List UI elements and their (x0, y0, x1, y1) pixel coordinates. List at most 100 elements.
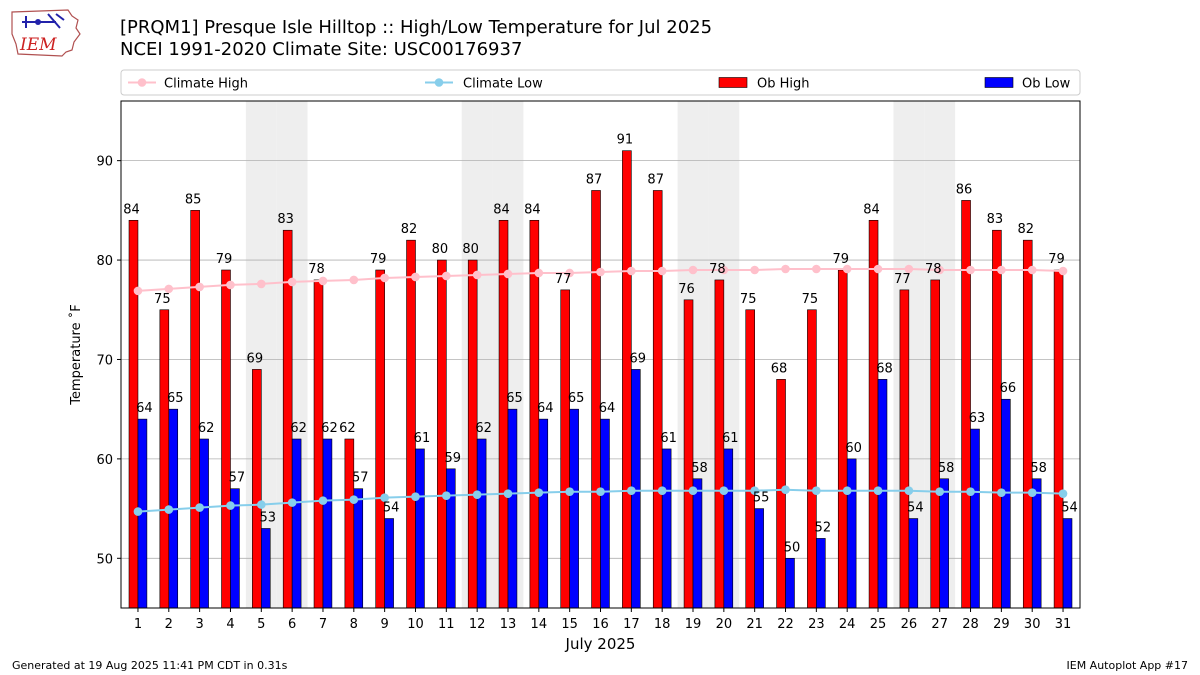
ob-low-bar (785, 557, 795, 609)
climate-low-point (997, 488, 1006, 497)
ob-low-label: 62 (290, 421, 307, 436)
ob-high-label: 85 (185, 192, 202, 207)
climate-low-point (966, 487, 975, 496)
legend-ob-high-swatch (718, 77, 748, 88)
ob-low-bar (908, 518, 919, 609)
ob-high-bar (252, 369, 262, 609)
climate-high-point (935, 265, 944, 275)
ob-low-label: 63 (969, 411, 986, 426)
ob-low-label: 54 (383, 501, 400, 516)
climate-low-point (164, 505, 174, 514)
footer-generated: Generated at 19 Aug 2025 11:41 PM CDT in… (12, 659, 288, 672)
climate-low-point (565, 487, 574, 496)
climate-low-point (812, 486, 821, 495)
chart-title: [PRQM1] Presque Isle Hilltop :: High/Low… (120, 17, 712, 61)
climate-high-point (781, 264, 790, 274)
x-tick-label: 17 (623, 617, 640, 632)
ob-high-label: 78 (709, 262, 726, 277)
ob-high-bar (375, 269, 385, 609)
ob-high-label: 83 (277, 212, 294, 227)
ob-low-label: 64 (599, 401, 616, 416)
ob-low-bar (476, 438, 487, 609)
climate-high-point (503, 269, 513, 279)
x-tick-label: 5 (257, 617, 265, 632)
ob-high-bar (282, 229, 293, 609)
climate-low-point (380, 493, 389, 502)
ob-high-bar (961, 200, 971, 609)
ob-high-bar (1022, 239, 1033, 609)
ob-low-bar (661, 448, 672, 609)
climate-high-point (534, 268, 544, 278)
ob-high-bar (344, 438, 355, 609)
climate-low-point (873, 486, 883, 495)
climate-low-point (1027, 488, 1037, 497)
ob-high-bar (868, 219, 879, 609)
ob-high-label: 79 (216, 252, 233, 267)
x-tick-label: 20 (716, 617, 733, 632)
y-axis-label: Temperature ˚F (68, 304, 84, 405)
ob-high-bar (683, 299, 694, 609)
x-tick-label: 1 (134, 617, 142, 632)
climate-high-point (133, 286, 143, 296)
ob-high-label: 87 (647, 172, 664, 187)
ob-low-bar (507, 408, 518, 609)
climate-high-point (472, 270, 482, 280)
climate-high-point (997, 265, 1006, 275)
ob-high-bar (591, 190, 601, 609)
climate-high-point (966, 265, 975, 275)
legend-climate-low-label: Climate Low (463, 77, 543, 92)
ob-low-label: 64 (136, 401, 153, 416)
ob-high-bar (313, 279, 324, 609)
ob-high-bar (837, 269, 848, 609)
ob-high-bar (622, 150, 632, 609)
x-tick-label: 24 (839, 617, 856, 632)
x-tick-label: 11 (438, 617, 455, 632)
climate-high-point (873, 264, 883, 274)
ob-high-bar (899, 289, 910, 609)
ob-high-label: 68 (771, 361, 788, 376)
climate-low-point (935, 487, 944, 496)
ob-high-label: 69 (247, 351, 264, 366)
ob-low-label: 66 (1000, 381, 1017, 396)
x-tick-label: 16 (592, 617, 609, 632)
ob-low-bar (723, 448, 734, 609)
ob-high-label: 86 (956, 182, 973, 197)
ob-high-label: 79 (832, 252, 849, 267)
ob-low-label: 60 (845, 441, 862, 456)
climate-low-point (195, 503, 204, 512)
legend-climate-high-marker (137, 78, 147, 87)
climate-low-point (287, 498, 297, 507)
ob-high-label: 75 (802, 292, 819, 307)
climate-low-point (472, 490, 482, 499)
footer-app-id: IEM Autoplot App #17 (1066, 659, 1189, 672)
climate-low-point (596, 487, 605, 496)
ob-high-label: 62 (339, 421, 356, 436)
climate-low-point (781, 485, 790, 495)
y-tick-label: 60 (96, 453, 113, 468)
ob-high-label: 79 (370, 252, 387, 267)
climate-low-point (750, 486, 759, 495)
x-tick-label: 13 (500, 617, 517, 632)
x-tick-label: 22 (777, 617, 794, 632)
climate-low-point (657, 486, 667, 495)
ob-low-bar (261, 528, 271, 609)
x-tick-label: 18 (654, 617, 671, 632)
ob-high-bar (930, 279, 940, 609)
ob-low-label: 54 (1061, 501, 1078, 516)
y-tick-label: 90 (96, 155, 113, 170)
ob-high-label: 80 (432, 242, 449, 257)
legend-ob-high-label: Ob High (757, 77, 810, 92)
x-tick-label: 28 (962, 617, 979, 632)
ob-low-bar (816, 538, 826, 609)
ob-high-bar (437, 259, 447, 609)
climate-high-point (842, 264, 852, 274)
climate-low-point (534, 488, 544, 497)
ob-low-label: 65 (568, 391, 585, 406)
iem-logo: IEM (8, 4, 84, 60)
x-tick-label: 10 (407, 617, 424, 632)
x-tick-label: 3 (195, 617, 203, 632)
ob-low-bar (1031, 478, 1042, 609)
climate-low-point (133, 507, 143, 516)
climate-high-point (657, 266, 667, 276)
